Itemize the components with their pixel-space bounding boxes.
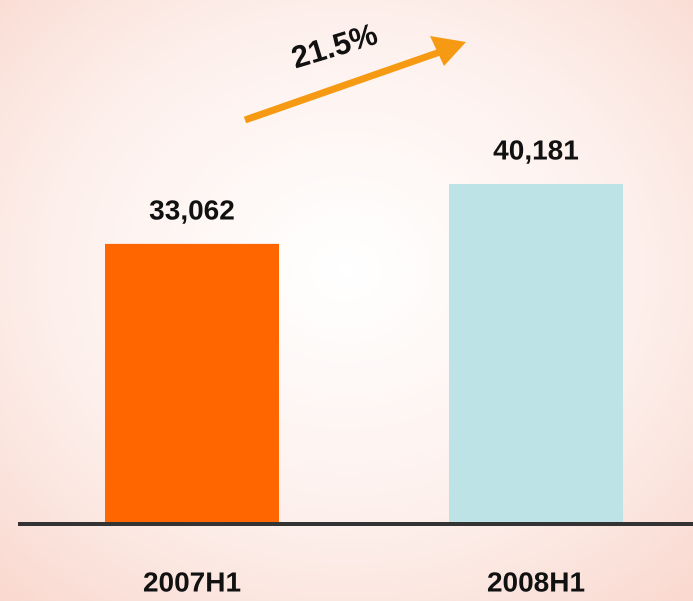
bar bbox=[105, 243, 279, 522]
value-label: 33,062 bbox=[149, 194, 235, 225]
x-tick-label: 2008H1 bbox=[487, 566, 585, 597]
value-label: 40,181 bbox=[493, 134, 579, 165]
bar bbox=[449, 184, 623, 522]
arrow-shaft bbox=[243, 48, 442, 124]
arrow-head bbox=[430, 36, 466, 66]
x-tick-label: 2007H1 bbox=[143, 566, 241, 597]
growth-arrow bbox=[243, 36, 466, 124]
